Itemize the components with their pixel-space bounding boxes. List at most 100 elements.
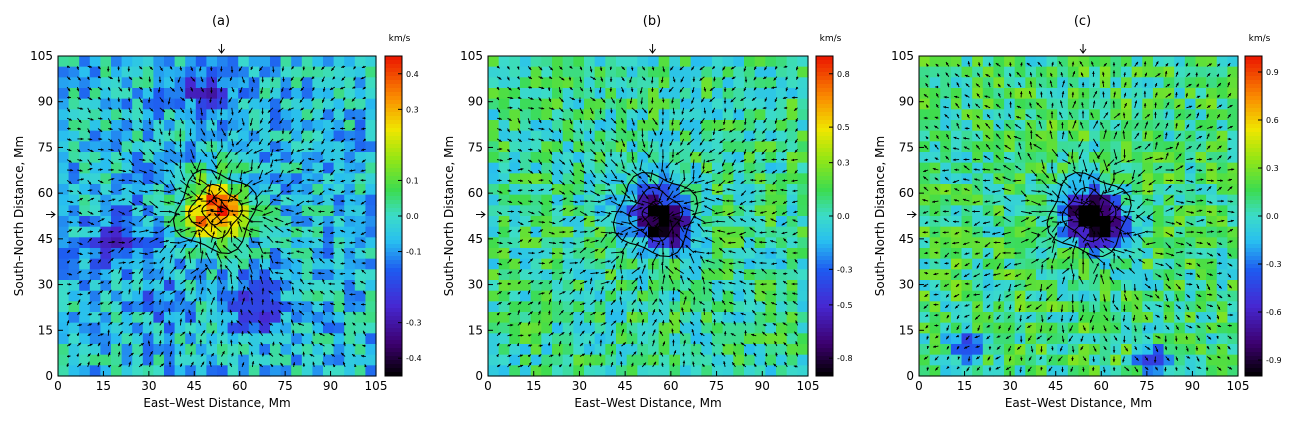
heatmap-cell (365, 258, 377, 270)
heatmap-cell (153, 194, 165, 206)
flow-arrowhead (649, 275, 652, 279)
heatmap-cell (669, 184, 681, 196)
flow-arrowhead (180, 88, 183, 92)
flow-arrowhead (538, 310, 541, 314)
heatmap-cell (594, 280, 606, 292)
flow-arrowhead (661, 251, 665, 255)
heatmap-cell (291, 344, 303, 356)
heatmap-cell (573, 120, 585, 132)
flow-arrowhead (622, 166, 625, 170)
heatmap-cell (58, 130, 70, 142)
heatmap-cell (594, 365, 606, 377)
heatmap-cell (690, 248, 702, 260)
heatmap-cell (344, 194, 356, 206)
heatmap-cell (605, 194, 617, 206)
flow-arrowhead (267, 142, 271, 146)
flow-arrowhead (198, 320, 201, 324)
heatmap-cell (132, 66, 144, 78)
flow-arrowhead (341, 248, 345, 252)
heatmap-cell (648, 56, 660, 68)
heatmap-cell (616, 66, 628, 78)
flow-arrowhead (590, 287, 593, 291)
heatmap-cell (797, 194, 809, 206)
heatmap-cell (280, 130, 292, 142)
heatmap-cell (722, 88, 734, 100)
flow-arrowhead (99, 313, 103, 316)
flow-arrowhead (662, 274, 666, 278)
flow-arrowhead (704, 197, 708, 200)
heatmap-cell (89, 130, 101, 142)
heatmap-cell (291, 120, 303, 132)
heatmap-cell (744, 226, 756, 238)
flow-arrowhead (308, 157, 311, 161)
flow-arrowhead (740, 312, 744, 316)
heatmap-cell (280, 56, 292, 68)
heatmap-cell (79, 237, 91, 249)
heatmap-cell (259, 130, 271, 142)
flow-arrowhead (312, 67, 316, 71)
heatmap-cell (616, 258, 628, 270)
flow-arrowhead (100, 148, 104, 151)
flow-arrowhead (249, 320, 252, 324)
heatmap-cell (280, 173, 292, 185)
heatmap-cell (797, 77, 809, 89)
heatmap-cell (291, 290, 303, 302)
heatmap-cell (365, 226, 377, 238)
heatmap-cell (217, 109, 229, 121)
flow-arrowhead (183, 255, 186, 259)
heatmap-cell (58, 354, 70, 366)
flow-arrowhead (497, 321, 500, 325)
heatmap-cell (365, 194, 377, 206)
heatmap-cell (291, 226, 303, 238)
flow-arrowhead (69, 229, 72, 232)
flow-arrowhead (528, 180, 532, 184)
heatmap-cell (573, 130, 585, 142)
flow-arrowhead (207, 288, 210, 291)
flow-arrowhead (772, 201, 776, 204)
heatmap-cell (164, 130, 176, 142)
heatmap-cell (552, 333, 564, 345)
flow-arrowhead (329, 221, 333, 224)
flow-arrowhead (339, 168, 343, 172)
flow-arrowhead (211, 353, 214, 357)
heatmap-cell (520, 226, 532, 238)
heatmap-cell (616, 301, 628, 313)
flow-arrowhead (119, 277, 122, 281)
heatmap-cell (637, 77, 649, 89)
flow-arrowhead (130, 353, 134, 356)
flow-arrowhead (552, 208, 556, 211)
flow-arrowhead (67, 88, 71, 92)
heatmap-cell (637, 120, 649, 132)
heatmap-cell (100, 205, 112, 217)
flow-arrowhead (665, 266, 669, 269)
heatmap-cell (552, 216, 564, 228)
heatmap-cell (797, 312, 809, 324)
heatmap-cell (132, 312, 144, 324)
heatmap-cell (552, 66, 564, 78)
heatmap-cell (206, 173, 218, 185)
heatmap-cell (562, 77, 574, 89)
heatmap-cell (786, 290, 798, 302)
heatmap-cell (754, 312, 766, 324)
flow-arrowhead (340, 218, 344, 222)
flow-arrowhead (627, 172, 631, 176)
flow-arrowhead (250, 297, 254, 301)
flow-arrowhead (159, 131, 163, 135)
flow-arrowhead (96, 353, 100, 356)
flow-arrowhead (139, 66, 143, 70)
flow-arrowhead (741, 246, 745, 250)
heatmap-cell (552, 205, 564, 217)
heatmap-cell (142, 258, 154, 270)
flow-arrowhead (227, 199, 231, 203)
heatmap-cell (658, 194, 670, 206)
flow-arrowhead (351, 282, 355, 285)
flow-arrowhead (519, 201, 523, 205)
heatmap-cell (174, 77, 186, 89)
heatmap-cell (164, 194, 176, 206)
flow-arrowhead (509, 200, 513, 203)
flow-arrowhead (78, 270, 82, 274)
flow-arrowhead (340, 282, 344, 285)
heatmap-cell (733, 88, 745, 100)
flow-arrowhead (772, 282, 776, 286)
heatmap-cell (185, 258, 197, 270)
